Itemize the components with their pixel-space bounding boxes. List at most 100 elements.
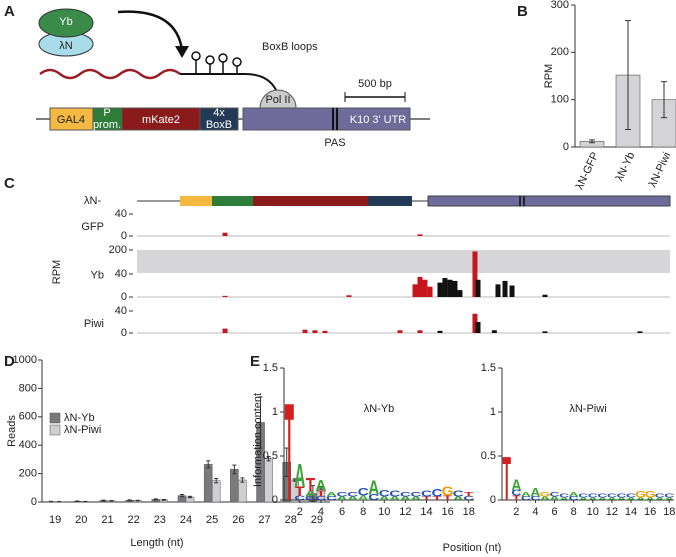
logo-letter: A bbox=[655, 497, 666, 501]
logo-letter: T bbox=[512, 495, 521, 502]
logo-letter: C bbox=[432, 487, 444, 499]
logo-letter: A bbox=[389, 496, 400, 502]
y-tick-label: 40 bbox=[115, 208, 127, 220]
panel-a-diagram: A B C D E Yb λN BoxB loops Pol II 500 bp bbox=[4, 3, 528, 370]
x-tick-label: 14 bbox=[625, 506, 637, 518]
y-tick-label: 0 bbox=[31, 496, 37, 508]
x-tick-label: 22 bbox=[128, 514, 140, 526]
rna-black bbox=[180, 73, 277, 91]
y-tick-label: 0.5 bbox=[481, 450, 496, 462]
x-tick-label: 28 bbox=[285, 514, 297, 526]
boxb-loops bbox=[191, 51, 242, 74]
y-tick-label: 1.5 bbox=[263, 362, 278, 374]
coverage-bar bbox=[222, 295, 228, 297]
x-tick-label: 16 bbox=[644, 506, 656, 518]
logo-letter: C bbox=[511, 489, 521, 497]
logo-letter: A bbox=[626, 497, 637, 501]
y-tick-label: 0 bbox=[490, 494, 496, 506]
x-tick-label: 10 bbox=[587, 506, 599, 518]
lambda-n-label: λN bbox=[59, 40, 73, 52]
x-tick-label: 6 bbox=[551, 506, 557, 518]
coverage-bar bbox=[397, 330, 403, 333]
track-name: GFP bbox=[81, 221, 104, 233]
x-tick-label: 23 bbox=[154, 514, 166, 526]
logo-letter: A bbox=[588, 497, 599, 501]
promoter-label: prom. bbox=[93, 119, 121, 131]
coverage-bar bbox=[542, 331, 548, 333]
logo-letter: C bbox=[655, 493, 666, 499]
logo-letter: A bbox=[326, 490, 338, 498]
boxb-box bbox=[368, 196, 412, 206]
x-tick-label: 18 bbox=[663, 506, 675, 518]
logo-letter: C bbox=[607, 493, 618, 499]
logo-letter: A bbox=[616, 497, 627, 501]
x-tick-label: 6 bbox=[339, 506, 345, 518]
logo-letter: C bbox=[294, 494, 306, 502]
logo-letter: C bbox=[410, 490, 422, 498]
y-tick-label: 200 bbox=[19, 468, 37, 480]
logo-letter: C bbox=[550, 491, 560, 498]
y-tick-label: 1 bbox=[272, 406, 278, 418]
logo-letter: T bbox=[422, 496, 431, 502]
y-axis-label: Information content bbox=[252, 393, 264, 487]
logo-letter: T bbox=[503, 443, 512, 513]
legend-swatch bbox=[49, 424, 61, 436]
coverage-bar bbox=[475, 279, 481, 297]
chart-title: λN-Yb bbox=[364, 403, 395, 415]
logo-letter: A bbox=[664, 497, 675, 501]
logo-letter: G bbox=[635, 489, 646, 500]
logo-letter: T bbox=[443, 494, 453, 502]
bar bbox=[230, 469, 239, 503]
pol2-shape bbox=[259, 89, 297, 109]
axis-break-band bbox=[137, 250, 670, 273]
y-tick-label: 0 bbox=[121, 291, 127, 303]
logo-letter: A bbox=[410, 496, 421, 502]
promoter-box bbox=[212, 196, 253, 206]
logo-letter: A bbox=[607, 497, 618, 501]
logo-letter: A bbox=[530, 485, 540, 499]
panel-letter: A bbox=[4, 3, 15, 20]
gal4-box bbox=[180, 196, 212, 206]
y-axis-label: Reads bbox=[6, 415, 18, 447]
gal4-label: GAL4 bbox=[57, 114, 85, 126]
y-tick-label: 100 bbox=[551, 94, 569, 106]
x-tick-label: 25 bbox=[206, 514, 218, 526]
logo-letter: C bbox=[400, 490, 412, 498]
logo-letter: A bbox=[379, 496, 390, 502]
coverage-bar bbox=[472, 251, 478, 297]
y-axis-label: RPM bbox=[51, 260, 63, 284]
coverage-bar bbox=[437, 330, 443, 333]
bar bbox=[211, 480, 221, 503]
coverage-bar bbox=[542, 294, 548, 297]
coverage-bar bbox=[509, 285, 515, 297]
x-axis-label: Length (nt) bbox=[130, 537, 183, 549]
coverage-bar bbox=[437, 282, 443, 297]
k10-label: K10 3' UTR bbox=[350, 114, 407, 126]
logo-letter: C bbox=[578, 493, 589, 499]
scale-label: 500 bp bbox=[358, 78, 392, 90]
mkate2-box bbox=[253, 196, 368, 206]
x-tick-label: 16 bbox=[441, 506, 453, 518]
logo-letter: A bbox=[578, 497, 589, 501]
coverage-bar bbox=[417, 330, 423, 333]
yb-shape bbox=[38, 8, 94, 38]
logo-letter: T bbox=[306, 475, 316, 496]
logo-letter: C bbox=[569, 496, 580, 502]
x-axis-label: Position (nt) bbox=[443, 542, 502, 554]
logo-letter: A bbox=[559, 497, 570, 501]
legend-swatch bbox=[49, 412, 61, 424]
panel-c-construct bbox=[137, 195, 671, 207]
logo-letter: A bbox=[337, 496, 348, 502]
logo-letter: C bbox=[588, 493, 599, 499]
logo-letter: C bbox=[530, 496, 541, 502]
logo-letter: C bbox=[337, 490, 349, 498]
pas-label: PAS bbox=[324, 137, 345, 149]
y-tick-label: 600 bbox=[19, 411, 37, 423]
logo-letter: A bbox=[358, 494, 370, 502]
panel-letter: B bbox=[517, 3, 528, 20]
coverage-bar bbox=[417, 276, 423, 297]
x-tick-label: 29 bbox=[311, 514, 323, 526]
boxb-box bbox=[199, 107, 239, 131]
logo-letter: C bbox=[521, 496, 532, 502]
